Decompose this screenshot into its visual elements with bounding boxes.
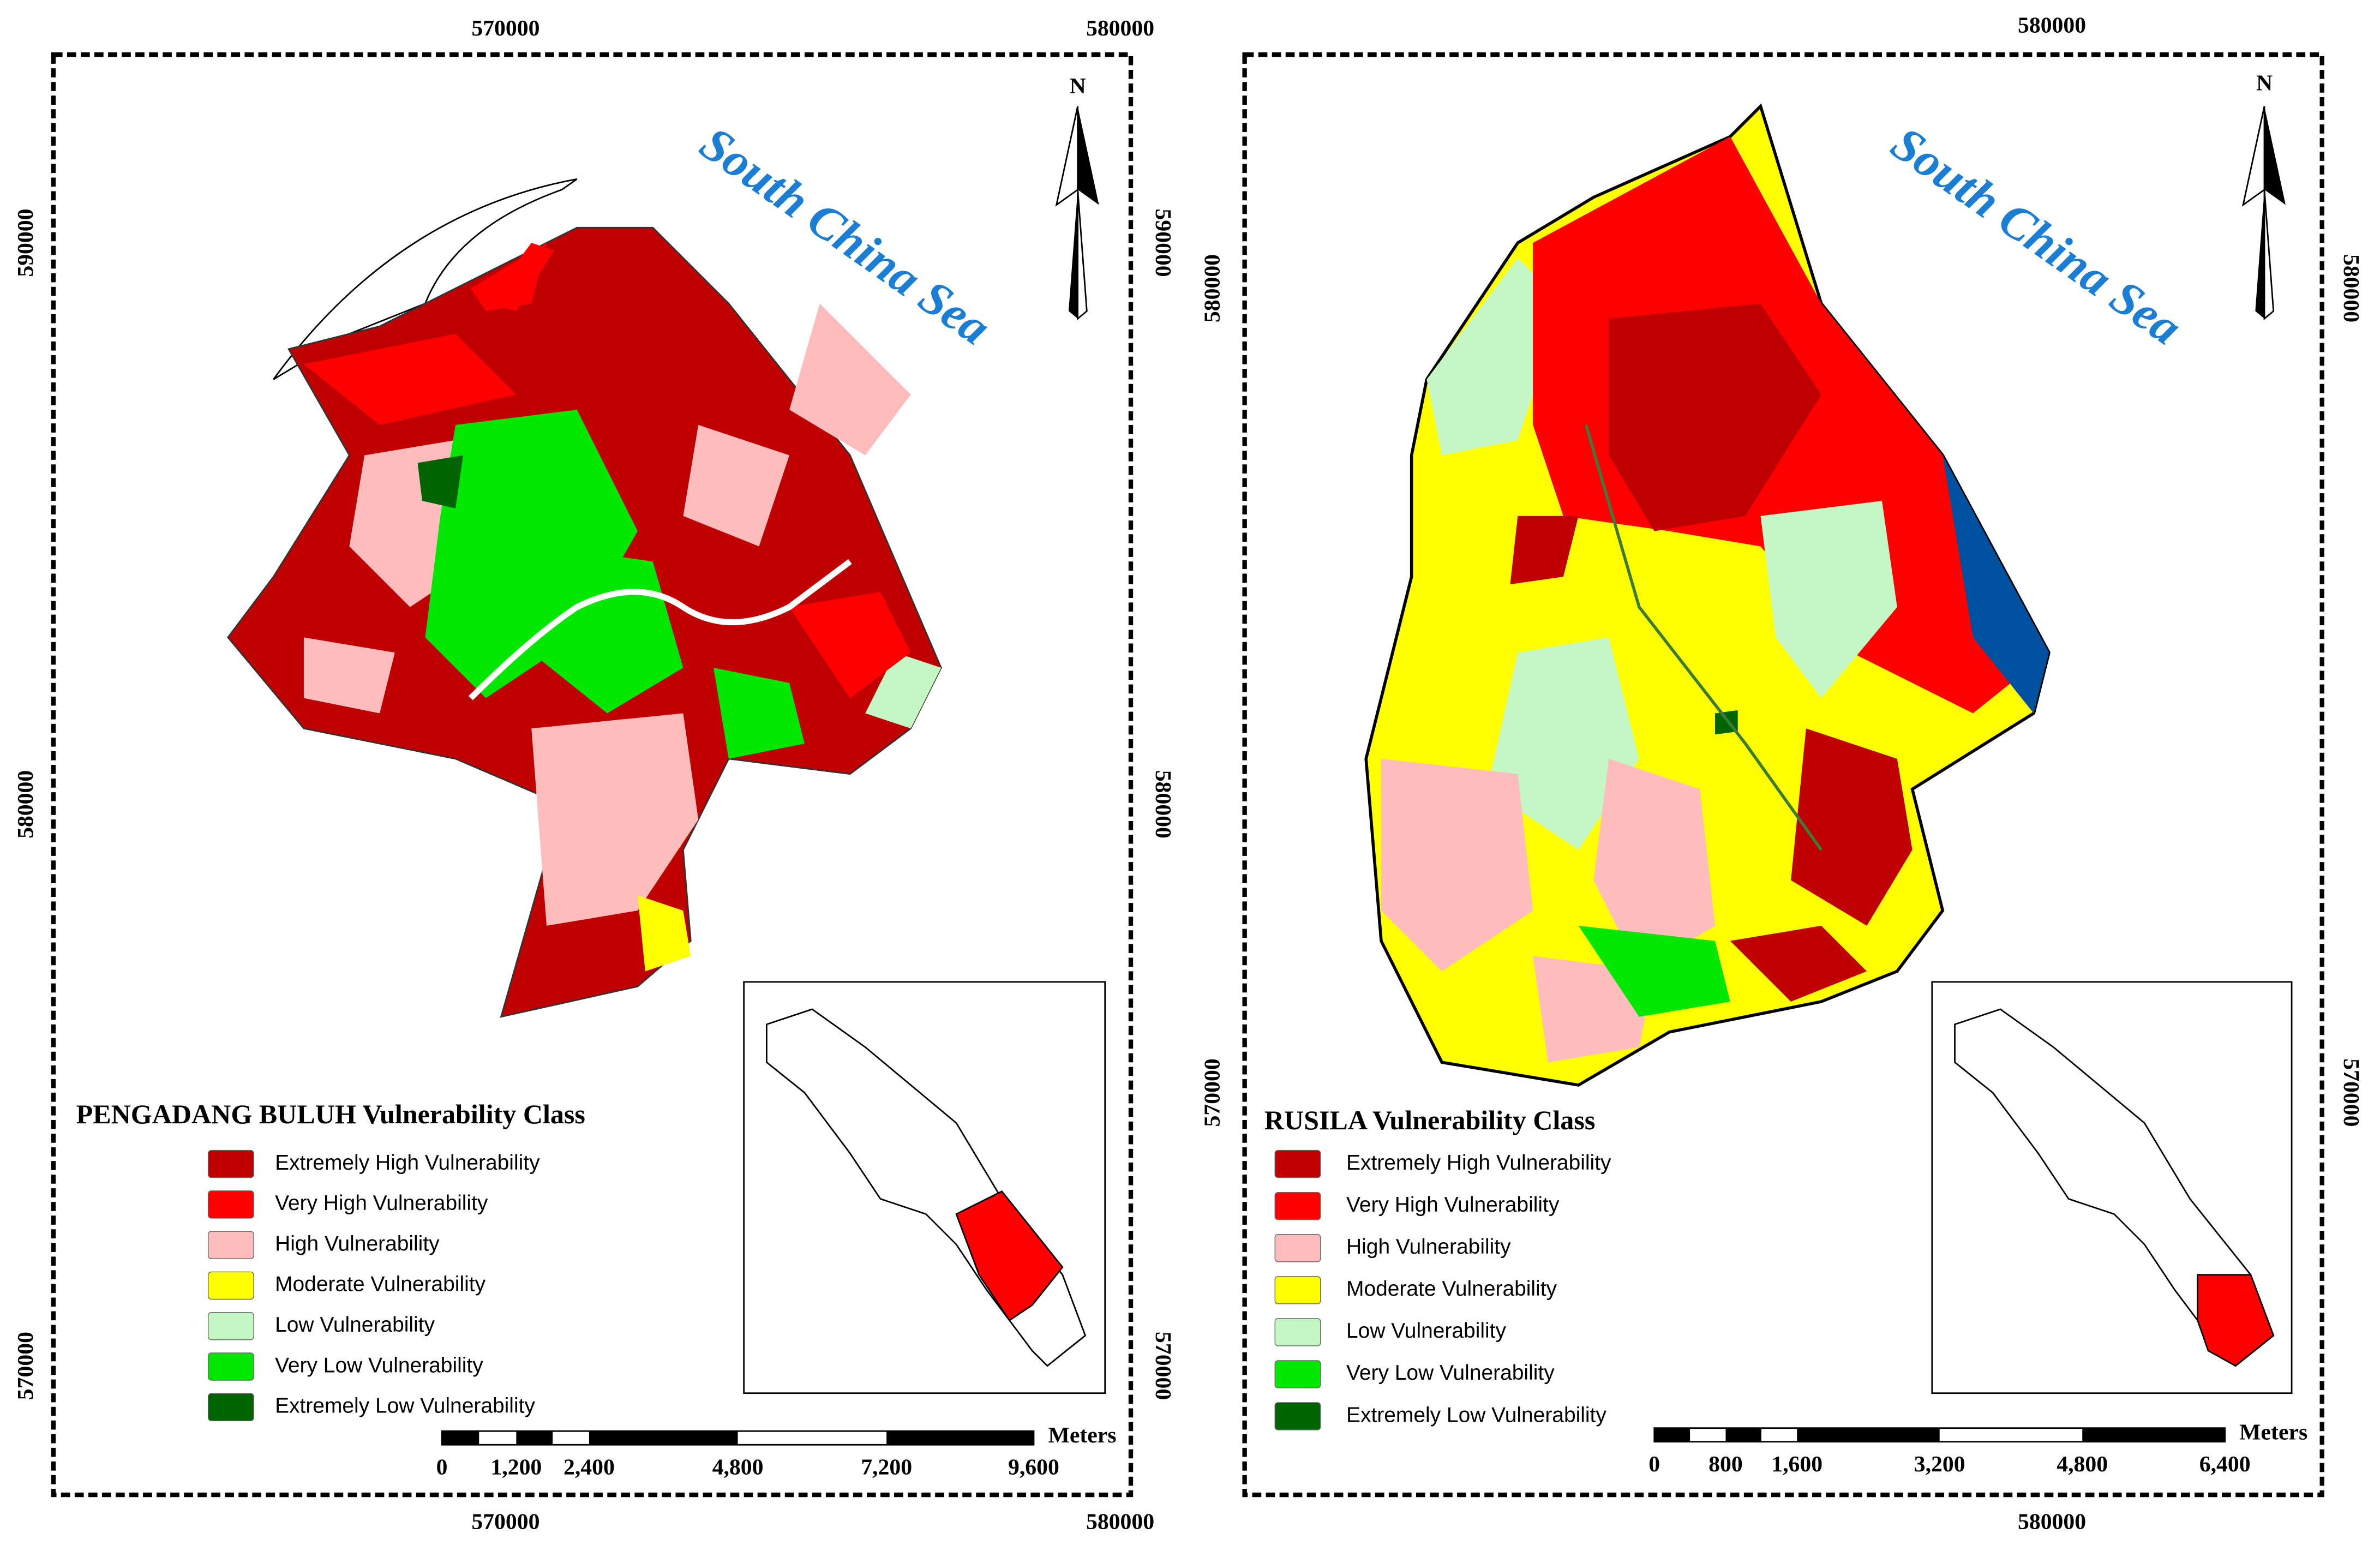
legend-swatch (207, 1190, 254, 1219)
coord-label: 580000 (1150, 770, 1176, 839)
scale-label: 9,600 (1008, 1454, 1059, 1480)
legend-swatch (207, 1271, 254, 1300)
coord-label: 590000 (1150, 209, 1176, 277)
district-map (227, 178, 942, 1018)
legend-swatch (1274, 1318, 1321, 1346)
map-frame (1242, 52, 2324, 1498)
coord-label: 570000 (1200, 1058, 1225, 1127)
legend-label: Very High Vulnerability (275, 1191, 488, 1215)
north-label: N (1070, 74, 1086, 99)
legend-label: High Vulnerability (1346, 1235, 1511, 1259)
legend-label: Very Low Vulnerability (275, 1354, 483, 1377)
coord-label: 580000 (2018, 1510, 2086, 1535)
district-map (1364, 103, 2051, 1087)
coord-label: 580000 (2339, 254, 2364, 322)
scale-label: 0 (1648, 1452, 1660, 1477)
coord-label: 580000 (13, 770, 38, 839)
scale-segment (2082, 1428, 2225, 1442)
legend-title: RUSILA Vulnerability Class (1264, 1105, 1595, 1135)
legend-swatch (1274, 1234, 1321, 1262)
legend-label: Low Vulnerability (275, 1313, 435, 1337)
legend-label: Extremely High Vulnerability (275, 1151, 540, 1175)
map-frame (51, 52, 1134, 1498)
coord-label: 580000 (2018, 13, 2086, 38)
scale-label: 3,200 (1914, 1452, 1965, 1477)
legend-swatch (207, 1231, 254, 1259)
legend-swatch (1274, 1191, 1321, 1220)
legend-label: Very Low Vulnerability (1346, 1361, 1555, 1385)
scale-label: 6,400 (2199, 1452, 2251, 1477)
legend-label: Low Vulnerability (1346, 1319, 1506, 1343)
legend-label: Moderate Vulnerability (1346, 1277, 1557, 1301)
coord-label: 570000 (471, 1510, 539, 1535)
north-label: N (2256, 70, 2273, 95)
legend-swatch (1274, 1276, 1321, 1304)
legend-label: Extremely High Vulnerability (1346, 1151, 1611, 1175)
coord-label: 570000 (1150, 1332, 1176, 1400)
scale-segment (886, 1431, 1034, 1445)
legend-swatch (207, 1312, 254, 1340)
inset-map (743, 981, 2293, 1394)
coord-label: 570000 (471, 16, 539, 41)
scale-segment (516, 1431, 553, 1445)
scale-segment (1797, 1428, 1940, 1442)
scale-label: 800 (1708, 1452, 1743, 1477)
legend-label: Extremely Low Vulnerability (275, 1394, 535, 1418)
legend-label: Moderate Vulnerability (275, 1273, 486, 1296)
legend-title: PENGADANG BULUH Vulnerability Class (76, 1099, 585, 1129)
scale-segment (1654, 1428, 1690, 1442)
legend-label: High Vulnerability (275, 1232, 440, 1255)
coord-label: 580000 (1086, 1510, 1154, 1535)
scale-label: 2,400 (563, 1454, 615, 1480)
north-arrow (1055, 106, 2286, 321)
legend-swatch (207, 1149, 254, 1178)
coord-label: 580000 (1200, 254, 1225, 322)
legend-swatch (1274, 1149, 1321, 1178)
coord-label: 580000 (1086, 16, 1154, 41)
scale-segment (442, 1431, 479, 1445)
legend-swatch (1274, 1360, 1321, 1388)
scale-segment (1725, 1428, 1761, 1442)
legend-swatch (207, 1352, 254, 1381)
legend-label: Extremely Low Vulnerability (1346, 1403, 1606, 1427)
scale-label: 4,800 (2057, 1452, 2108, 1477)
coord-label: 570000 (13, 1332, 38, 1400)
scale-label: 1,200 (490, 1454, 542, 1480)
legend-label: Very High Vulnerability (1346, 1193, 1560, 1217)
scale-label: 0 (436, 1454, 448, 1480)
coord-label: 570000 (2339, 1058, 2364, 1127)
sea-label: South China Sea (1882, 117, 2191, 356)
scale-segment (589, 1431, 738, 1445)
coord-label: 590000 (13, 209, 38, 277)
legend-swatch (207, 1393, 254, 1422)
scale-label: 7,200 (861, 1454, 912, 1480)
legend-swatch (1274, 1402, 1321, 1430)
scale-label: 1,600 (1771, 1452, 1823, 1477)
scale-label: 4,800 (712, 1454, 764, 1480)
scale-unit: Meters (1048, 1423, 1116, 1448)
scale-unit: Meters (2239, 1420, 2307, 1445)
